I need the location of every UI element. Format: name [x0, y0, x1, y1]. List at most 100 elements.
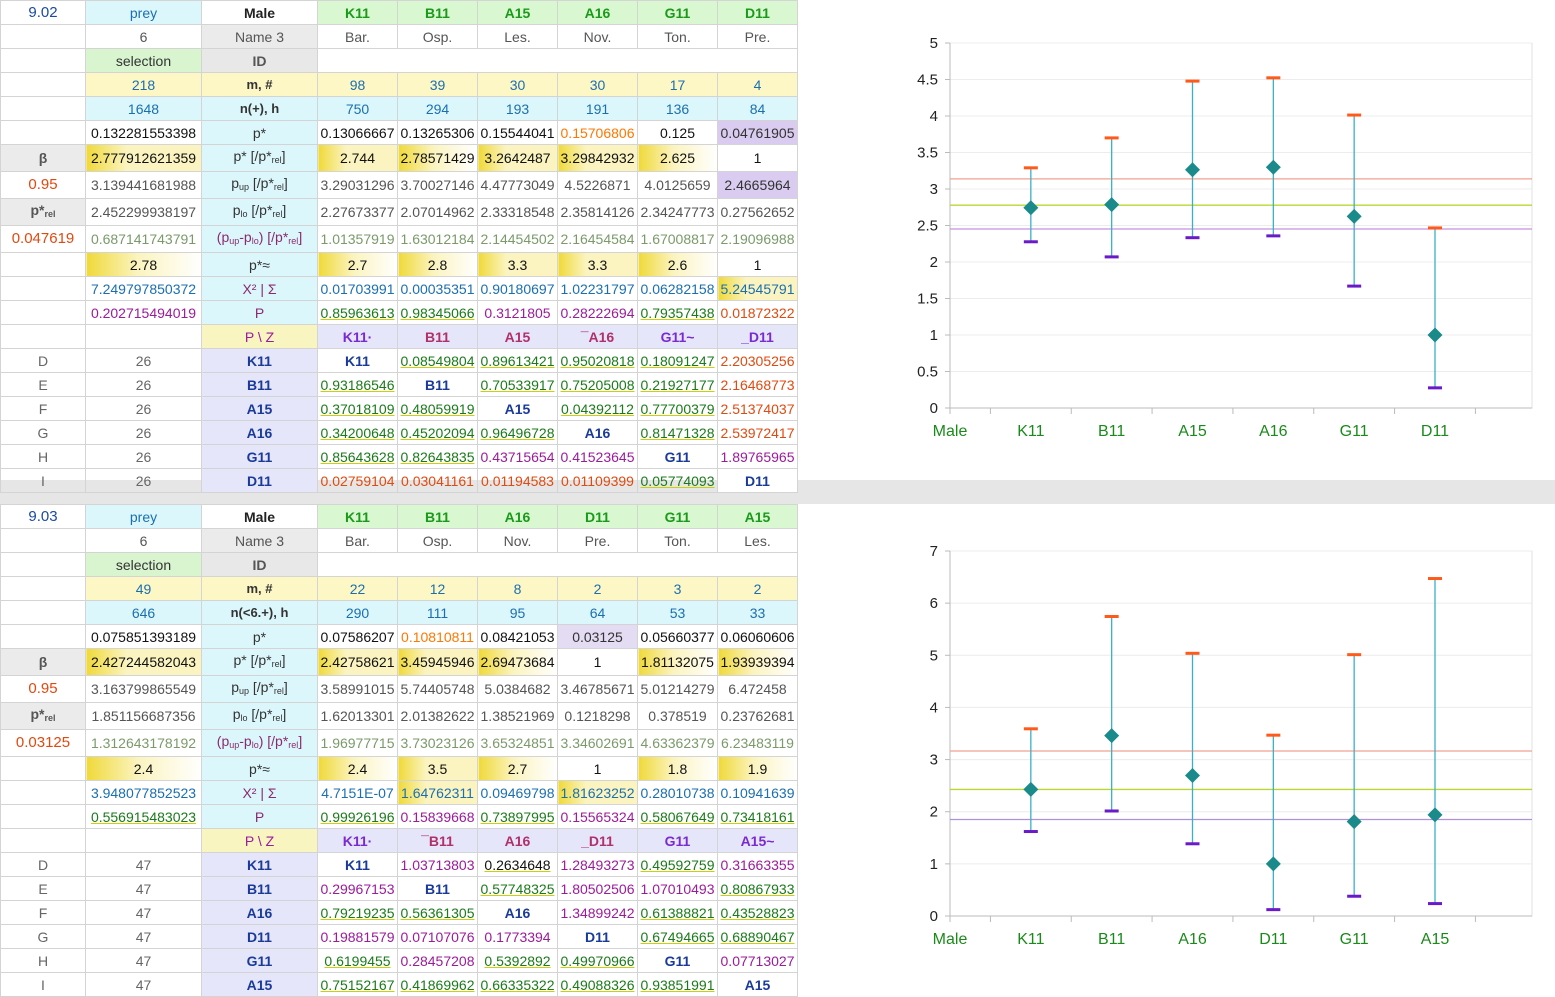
matrix-cell[interactable]: 0.19881579 — [317, 924, 398, 949]
matrix-cell[interactable]: 0.1773394 — [477, 924, 558, 949]
matrix-cell[interactable]: 0.43715654 — [477, 444, 558, 469]
P-cell[interactable]: 0.15565324 — [557, 804, 638, 829]
row-label[interactable]: A15 — [201, 396, 318, 421]
p-cell[interactable]: 0.15544041 — [477, 120, 558, 145]
gender-header[interactable]: Male — [201, 0, 318, 25]
matrix-cell[interactable]: 0.6199455 — [317, 948, 398, 973]
P-cell[interactable]: 0.85963613 — [317, 300, 398, 325]
P-cell[interactable]: 0.98345066 — [397, 300, 478, 325]
approx-cell[interactable]: 1.9 — [717, 756, 798, 781]
pup-total[interactable]: 3.163799865549 — [85, 675, 202, 703]
p-cell[interactable]: 0.07586207 — [317, 624, 398, 649]
confidence-value[interactable]: 0.95 — [0, 171, 86, 199]
row-label[interactable]: D11 — [201, 924, 318, 949]
pz-head[interactable]: _D11 — [717, 324, 798, 349]
pz-head[interactable]: ¯A16 — [557, 324, 638, 349]
approx-total[interactable]: 2.4 — [85, 756, 202, 781]
diff-cell[interactable]: 2.19096988 — [717, 225, 798, 253]
plo-label[interactable]: plo [/p*rel] — [201, 702, 318, 730]
matrix-cell[interactable]: 0.18091247 — [637, 348, 718, 373]
row-letter[interactable]: E — [0, 876, 86, 901]
m-cell[interactable]: 2 — [557, 576, 638, 601]
P-cell[interactable]: 0.3121805 — [477, 300, 558, 325]
pup-cell[interactable]: 3.58991015 — [317, 675, 398, 703]
name-cell[interactable]: Les. — [717, 528, 798, 553]
matrix-cell[interactable]: 0.81471328 — [637, 420, 718, 445]
matrix-cell[interactable]: 0.05774093 — [637, 468, 718, 493]
diff-cell[interactable]: 3.73023126 — [397, 729, 478, 757]
name-cell[interactable]: Osp. — [397, 24, 478, 49]
row-label[interactable]: A16 — [201, 420, 318, 445]
interval-chart-2[interactable]: 0 1 2 3 4 5 6 7 Male K11 B11 A16 D11 G11 A15 — [900, 526, 1550, 976]
chi-cell[interactable]: 1.02231797 — [557, 276, 638, 301]
side-value[interactable]: 0.03125 — [0, 729, 86, 757]
id-label[interactable]: ID — [201, 552, 318, 577]
id-label[interactable]: ID — [201, 48, 318, 73]
diff-cell[interactable]: 3.34602691 — [557, 729, 638, 757]
n-cell[interactable]: 290 — [317, 600, 398, 625]
row-letter[interactable]: D — [0, 852, 86, 877]
matrix-cell[interactable]: 0.04392112 — [557, 396, 638, 421]
matrix-cell[interactable]: 1.07010493 — [637, 876, 718, 901]
P-cell[interactable]: 0.99926196 — [317, 804, 398, 829]
diff-cell[interactable]: 2.14454502 — [477, 225, 558, 253]
pz-label[interactable]: P \ Z — [201, 324, 318, 349]
diff-cell[interactable]: 2.16454584 — [557, 225, 638, 253]
diff-cell[interactable]: 1.96977715 — [317, 729, 398, 757]
matrix-cell[interactable]: 0.41523645 — [557, 444, 638, 469]
n-cell[interactable]: 294 — [397, 96, 478, 121]
plo-label[interactable]: plo [/p*rel] — [201, 198, 318, 226]
row-count[interactable]: 47 — [85, 900, 202, 925]
confidence-value[interactable]: 0.95 — [0, 675, 86, 703]
matrix-cell[interactable]: D11 — [717, 468, 798, 493]
row-count[interactable]: 47 — [85, 948, 202, 973]
diff-cell[interactable]: 1.63012184 — [397, 225, 478, 253]
prel-cell[interactable]: 1.81132075 — [637, 648, 718, 676]
matrix-cell[interactable]: 0.49592759 — [637, 852, 718, 877]
name-cell[interactable]: Bar. — [317, 24, 398, 49]
prel-total[interactable]: 2.427244582043 — [85, 648, 202, 676]
matrix-cell[interactable]: 0.34200648 — [317, 420, 398, 445]
name-cell[interactable]: Nov. — [477, 528, 558, 553]
p-total[interactable]: 0.075851393189 — [85, 624, 202, 649]
plo-total[interactable]: 1.851156687356 — [85, 702, 202, 730]
approx-cell[interactable]: 1 — [557, 756, 638, 781]
p-cell[interactable]: 0.15706806 — [557, 120, 638, 145]
P-cell[interactable]: 0.58067649 — [637, 804, 718, 829]
selection-label[interactable]: selection — [85, 48, 202, 73]
diff-cell[interactable]: 1.67008817 — [637, 225, 718, 253]
p-cell[interactable]: 0.08421053 — [477, 624, 558, 649]
matrix-cell[interactable]: 0.68890467 — [717, 924, 798, 949]
p-label[interactable]: p* — [201, 120, 318, 145]
row-letter[interactable]: H — [0, 444, 86, 469]
name-cell[interactable]: Les. — [477, 24, 558, 49]
name-cell[interactable]: Bar. — [317, 528, 398, 553]
diff-cell[interactable]: 3.65324851 — [477, 729, 558, 757]
side-value[interactable]: 0.047619 — [0, 225, 86, 253]
pup-cell[interactable]: 4.0125659 — [637, 171, 718, 199]
pup-cell[interactable]: 5.74405748 — [397, 675, 478, 703]
version-label[interactable]: 9.02 — [0, 0, 86, 25]
matrix-cell[interactable]: K11 — [317, 852, 398, 877]
chi-cell[interactable]: 1.81623252 — [557, 780, 638, 805]
matrix-cell[interactable]: 0.01109399 — [557, 468, 638, 493]
row-letter[interactable]: G — [0, 420, 86, 445]
matrix-cell[interactable]: 0.80867933 — [717, 876, 798, 901]
chi-label[interactable]: X² | Σ — [201, 780, 318, 805]
prel-label[interactable]: p* [/p*rel] — [201, 648, 318, 676]
pup-cell[interactable]: 3.29031296 — [317, 171, 398, 199]
diff-label[interactable]: (pup-plo) [/p*rel] — [201, 225, 318, 253]
chi-cell[interactable]: 0.01703991 — [317, 276, 398, 301]
matrix-cell[interactable]: 2.20305256 — [717, 348, 798, 373]
P-label[interactable]: P — [201, 300, 318, 325]
n-label[interactable]: n(+), h — [201, 96, 318, 121]
num-cell[interactable]: 6 — [85, 528, 202, 553]
name-label[interactable]: Name 3 — [201, 24, 318, 49]
approx-cell[interactable]: 2.8 — [397, 252, 478, 277]
matrix-cell[interactable]: 0.45202094 — [397, 420, 478, 445]
row-label[interactable]: K11 — [201, 852, 318, 877]
col-header[interactable]: A15 — [477, 0, 558, 25]
matrix-cell[interactable]: 0.2634648 — [477, 852, 558, 877]
prey-header[interactable]: prey — [85, 0, 202, 25]
approx-cell[interactable]: 2.7 — [317, 252, 398, 277]
